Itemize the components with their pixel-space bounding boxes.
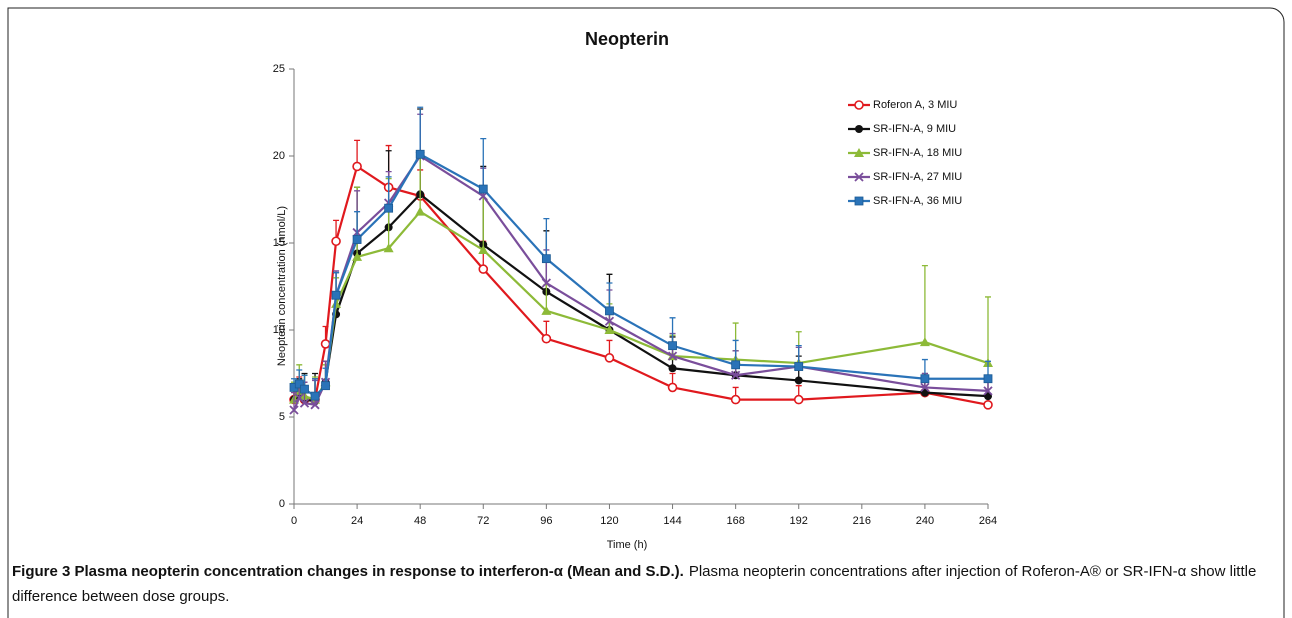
series — [289, 113, 993, 415]
legend-label: SR-IFN-A, 27 MIU — [873, 171, 962, 183]
error-bar — [669, 317, 676, 346]
x-tick-label: 96 — [540, 515, 552, 527]
error-bar — [543, 217, 550, 259]
marker — [604, 353, 615, 363]
caption-text: Plasma neopterin concentrations after in… — [12, 563, 1256, 605]
marker — [331, 236, 341, 247]
marker — [294, 379, 304, 389]
marker — [920, 374, 930, 384]
caption-text-line: difference between dose groups. — [12, 588, 229, 605]
marker — [854, 196, 864, 206]
error-bar — [385, 176, 392, 209]
x-tick-label: 168 — [726, 515, 744, 527]
marker — [794, 376, 803, 385]
error-bar — [291, 391, 297, 411]
marker — [289, 405, 299, 415]
x-tick-label: 216 — [853, 515, 871, 527]
marker — [383, 243, 394, 253]
marker — [668, 364, 677, 373]
y-tick-label: 25 — [273, 63, 285, 75]
marker — [331, 290, 341, 300]
series-line — [293, 152, 988, 398]
marker — [384, 203, 394, 213]
y-tick-label: 10 — [273, 324, 285, 336]
y-tick-label: 15 — [273, 237, 285, 249]
marker — [321, 381, 330, 391]
x-axis-label: Time (h) — [607, 539, 648, 551]
marker — [983, 374, 993, 384]
error-bar — [606, 282, 613, 311]
marker — [300, 384, 309, 394]
error-bar — [480, 137, 487, 190]
marker — [478, 264, 489, 274]
x-tick-label: 192 — [790, 515, 808, 527]
marker — [352, 235, 362, 244]
marker — [793, 394, 804, 405]
error-bar — [354, 211, 361, 240]
x-tick-label: 72 — [477, 515, 489, 527]
marker — [730, 394, 741, 405]
marker — [415, 149, 425, 159]
x-tick-label: 0 — [291, 515, 297, 527]
legend-label: SR-IFN-A, 9 MIU — [873, 123, 956, 135]
y-tick-label: 20 — [273, 150, 285, 162]
marker — [352, 251, 363, 261]
marker — [667, 351, 678, 361]
marker — [352, 161, 362, 172]
y-tick-label: 0 — [279, 498, 285, 510]
series-line — [293, 192, 989, 403]
marker — [478, 244, 489, 254]
error-bar — [921, 264, 928, 343]
marker — [983, 386, 993, 396]
error-bar — [417, 106, 424, 155]
marker — [605, 306, 614, 316]
marker — [731, 360, 741, 370]
marker — [604, 316, 615, 326]
marker — [541, 305, 552, 315]
marker — [299, 398, 310, 408]
caption-text-line: Plasma neopterin concentrations after in… — [689, 563, 1256, 580]
marker — [794, 362, 804, 371]
caption-title: Figure 3 Plasma neopterin concentration … — [12, 563, 684, 580]
x-tick-label: 264 — [979, 515, 997, 527]
chart-title: Neopterin — [585, 29, 669, 49]
x-tick-label: 240 — [916, 515, 934, 527]
frame — [7, 7, 1285, 618]
legend-label: SR-IFN-A, 18 MIU — [873, 147, 962, 159]
x-tick-label: 120 — [600, 515, 618, 527]
marker — [730, 370, 741, 380]
error-bar — [985, 296, 991, 364]
legend-label: SR-IFN-A, 36 MIU — [873, 195, 962, 207]
marker — [668, 341, 677, 351]
marker — [541, 254, 551, 264]
x-tick-label: 144 — [663, 515, 681, 527]
marker — [310, 391, 320, 401]
x-tick-label: 24 — [351, 515, 363, 527]
marker — [541, 333, 552, 344]
marker — [919, 337, 930, 347]
marker — [983, 400, 993, 410]
marker — [415, 206, 426, 216]
marker — [854, 148, 864, 157]
series-line — [293, 210, 989, 401]
marker — [541, 278, 552, 288]
marker — [604, 325, 615, 334]
marker — [920, 382, 930, 393]
marker — [310, 400, 320, 410]
marker — [855, 125, 863, 133]
marker — [478, 184, 488, 194]
series — [289, 106, 993, 401]
marker — [320, 339, 331, 349]
legend-label: Roferon A, 3 MIU — [873, 99, 957, 111]
x-tick-label: 48 — [414, 515, 426, 527]
y-tick-label: 5 — [279, 411, 285, 423]
marker — [667, 382, 678, 393]
y-axis-label: Neopterin concentration (nmol/L) — [276, 206, 288, 366]
marker — [854, 172, 864, 182]
marker — [854, 100, 864, 110]
